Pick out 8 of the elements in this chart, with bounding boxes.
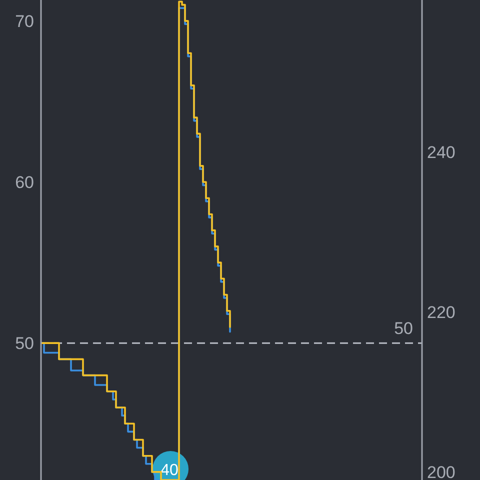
- y2-tick-label: 240: [427, 143, 456, 162]
- y-tick-label: 50: [15, 334, 34, 354]
- y-tick-label: 60: [15, 173, 34, 192]
- y2-tick-label: 220: [427, 303, 456, 322]
- annotation: 40: [160, 462, 179, 479]
- ref-line-label: 50: [394, 319, 413, 338]
- y-tick-label: 70: [15, 12, 34, 31]
- y2-tick-label: 200: [427, 463, 456, 480]
